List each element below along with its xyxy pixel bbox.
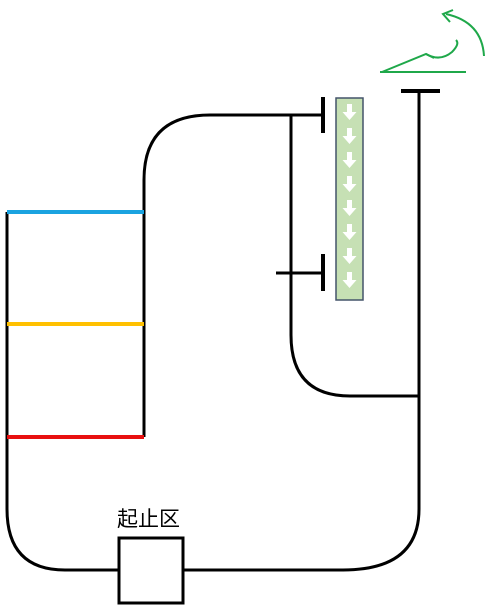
down-arrow-icon [342, 176, 357, 192]
start-stop-zone-box [117, 536, 185, 605]
inner-return-track [289, 115, 419, 398]
down-arrow-icon [342, 248, 357, 264]
conveyor-column [335, 97, 364, 301]
upper-branch-track [142, 113, 322, 437]
down-arrow-icon [342, 224, 357, 240]
down-arrow-icon [342, 104, 357, 120]
down-arrow-icon [342, 128, 357, 144]
start-stop-zone-label: 起止区 [117, 507, 180, 531]
main-loop-track [5, 90, 421, 572]
down-arrow-icon [342, 152, 357, 168]
down-arrow-icon [342, 200, 357, 216]
curved-arrow-icon [380, 9, 485, 73]
down-arrow-icon [342, 272, 357, 288]
